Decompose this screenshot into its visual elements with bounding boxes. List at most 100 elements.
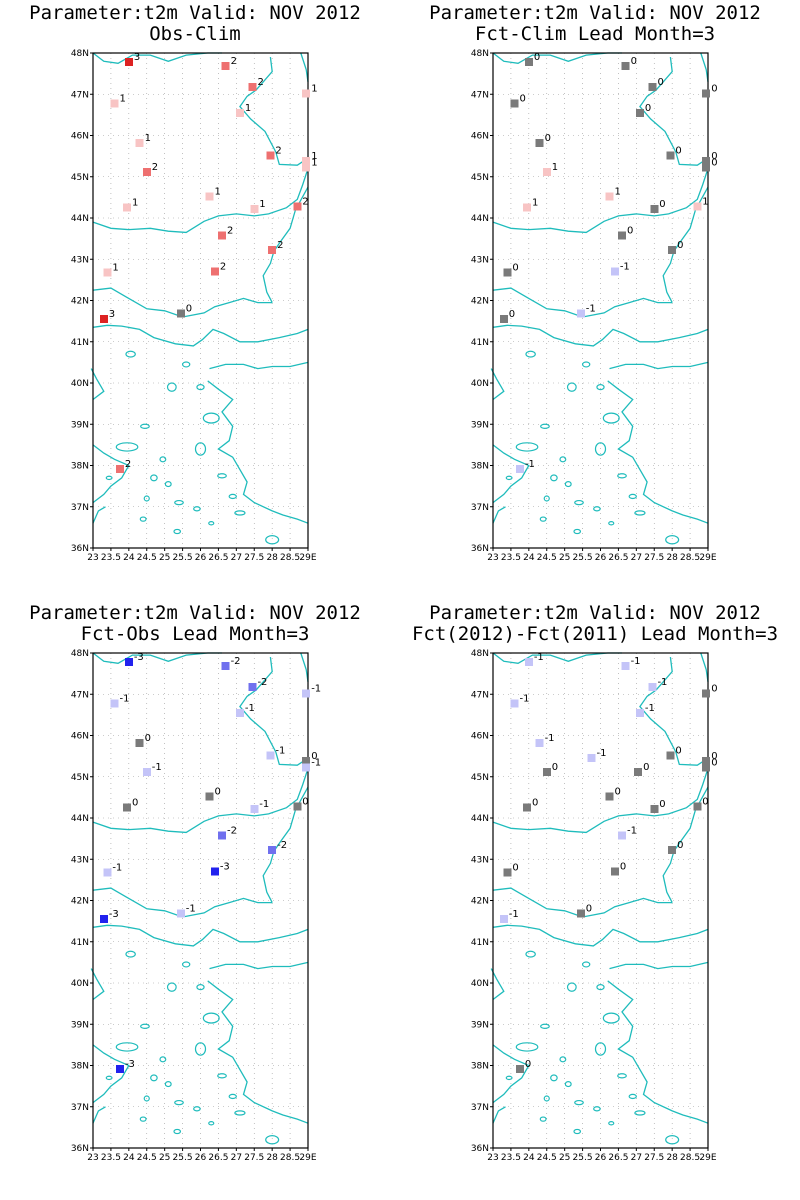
x-tick-label: 25.5 [173,1153,193,1163]
coastline [92,1106,106,1124]
map-plot: 36N 37N 38N 39N 40N 41N 42N 43N 44N 45N 46N 47N 48N 2… [471,49,718,563]
y-tick-label: 47N [71,690,89,700]
station-value-label: 0 [711,158,717,169]
station-marker [210,867,219,876]
island-outline [202,1012,220,1024]
station-value-label: -3 [220,862,230,873]
station-marker [110,99,119,108]
y-tick-label: 46N [71,732,89,742]
x-tick-label: 28 [266,1153,278,1163]
island-outline [181,961,191,968]
coastline [492,52,622,64]
island-outline [140,1023,150,1029]
station-value-label: -1 [525,459,535,470]
y-tick-label: 42N [71,297,89,307]
station-marker [666,751,675,760]
station-marker [218,231,226,240]
station-marker [702,763,711,772]
x-tick-label: 25.5 [573,1153,593,1163]
island-outline [217,473,227,479]
station-value-label: 0 [620,862,626,873]
coastline [492,1044,530,1104]
coastline [492,168,709,234]
y-tick-label: 48N [471,49,489,59]
coastline [207,380,309,524]
station-marker [542,767,551,776]
station-value-label: 0 [675,145,681,156]
y-tick-label: 46N [471,732,489,742]
station-marker [235,708,244,717]
island-outline [193,1106,201,1112]
island-outline [594,442,607,456]
island-outline [539,516,547,522]
station-marker [618,831,626,840]
station-value-label: 0 [711,83,717,94]
station-marker [510,99,519,108]
y-tick-label: 43N [471,855,489,865]
coastline [90,368,105,401]
island-outline [164,1080,172,1088]
x-tick-label: 23 [487,1153,498,1163]
coastline [700,652,709,682]
station-marker [668,246,677,255]
island-outline [105,1075,113,1081]
island-outline [573,528,582,535]
coastline [239,57,309,166]
station-marker [268,246,277,255]
y-tick-label: 43N [471,255,489,265]
x-tick-label: 25 [559,1153,570,1163]
station-value-label: 2 [302,196,308,207]
y-tick-label: 37N [71,503,89,513]
map-plot: 36N 37N 38N 39N 40N 41N 42N 43N 44N 45N 46N 47N 48N 2… [71,649,321,1163]
station-marker [248,82,257,91]
x-tick-label: 24 [123,1153,135,1163]
station-marker [268,846,277,855]
coastline [92,768,309,834]
station-marker [115,464,124,473]
island-outline [234,510,246,516]
coastline [492,1106,506,1124]
station-marker [702,163,711,172]
station-marker [524,658,533,667]
y-tick-label: 42N [471,297,489,307]
x-tick-label: 24.5 [537,553,557,563]
x-tick-label: 26 [595,553,607,563]
coastline [492,506,506,524]
x-tick-label: 27.5 [644,1153,664,1163]
y-tick-label: 48N [71,49,89,59]
y-tick-label: 46N [71,132,89,142]
island-outline [208,1120,215,1126]
island-outline [159,1056,167,1063]
station-value-label: -1 [112,862,122,873]
station-value-label: -1 [245,703,255,714]
coastline [92,1044,130,1104]
coastline [492,444,530,504]
island-outline [574,1099,584,1106]
station-marker [587,754,596,763]
island-outline [166,382,177,392]
station-marker [103,268,112,277]
station-value-label: -1 [645,703,655,714]
coastline [607,980,709,1124]
island-outline [265,535,280,545]
x-tick-label: 26.5 [608,553,628,563]
station-marker [648,82,657,91]
island-outline [150,474,158,482]
x-tick-label: 24.5 [137,1153,157,1163]
island-outline [515,1042,539,1052]
station-marker [176,909,185,918]
y-tick-label: 47N [471,90,489,100]
x-tick-label: 23 [87,1153,98,1163]
station-value-label: -1 [597,748,607,759]
map-plot: 36N 37N 38N 39N 40N 41N 42N 43N 44N 45N 46N 47N 48N 2… [471,649,718,1163]
y-tick-label: 44N [71,214,89,224]
island-outline [174,1099,184,1106]
y-tick-label: 45N [471,173,489,183]
x-tick-label: 28 [666,553,678,563]
station-value-label: -1 [520,693,530,704]
station-marker [702,89,711,98]
island-outline [515,442,539,452]
station-value-label: 0 [552,762,558,773]
map-panel-obs-clim: Parameter:t2m Valid: NOV 2012 Obs-Clim 3… [0,0,390,585]
station-marker [221,62,230,71]
